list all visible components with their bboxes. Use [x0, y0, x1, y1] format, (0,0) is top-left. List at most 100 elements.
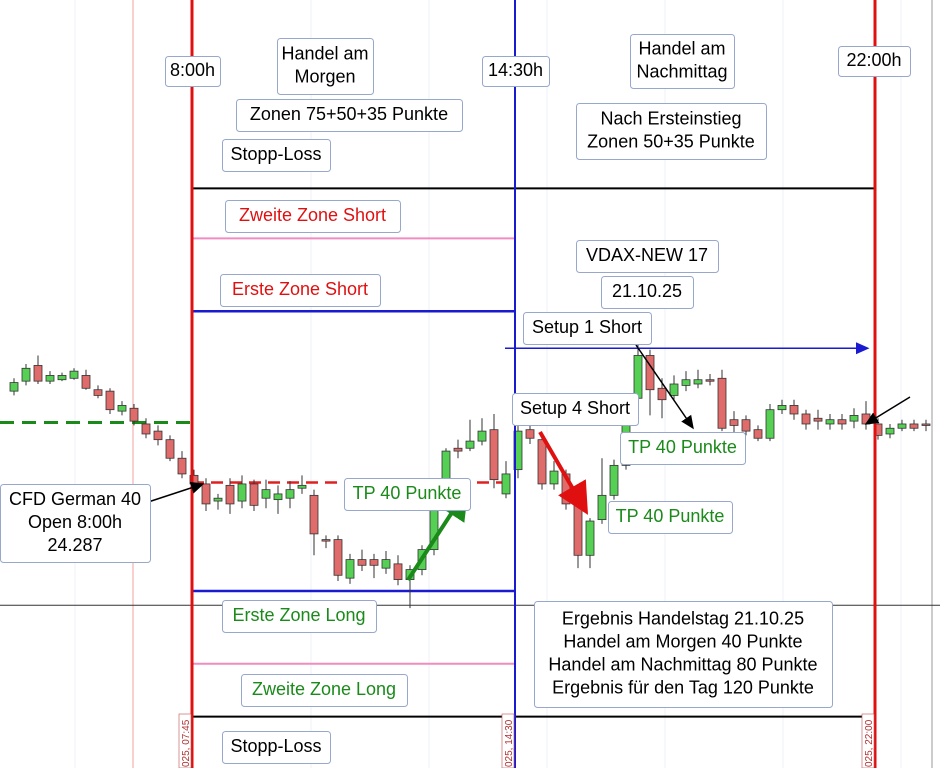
candle-body [177, 457, 187, 475]
time-label: 025, 07:45 [181, 719, 192, 767]
candle-body [381, 559, 391, 569]
candle-body [357, 559, 367, 566]
candle-body [321, 539, 331, 542]
candle-body [681, 379, 691, 386]
candle-body [789, 405, 799, 415]
annotation-text: Morgen [294, 66, 355, 86]
candle-body [837, 419, 847, 425]
annotation: Nach Ersteinstieg Zonen 50+35 Punkte [576, 103, 767, 160]
annotation: Stopp-Loss [222, 731, 331, 764]
candle-body [801, 413, 811, 425]
annotation: Handel am Morgen [277, 38, 374, 95]
candle-body [309, 494, 319, 535]
annotation-text: Nachmittag [636, 61, 727, 81]
annotation-text: Ergebnis Handelstag 21.10.25 [562, 608, 804, 628]
candle-body [609, 464, 619, 496]
candle-body [705, 379, 715, 382]
annotation: Stopp-Loss [222, 139, 331, 172]
candle-body [669, 383, 679, 396]
annotation-box [534, 601, 833, 708]
annotation-text: Handel am Morgen 40 Punkte [563, 631, 802, 651]
candle-body [765, 409, 775, 439]
annotation-box [222, 600, 377, 633]
candle-body [33, 365, 43, 382]
candle-body [93, 389, 103, 396]
candle-body [525, 429, 535, 439]
annotation-box [601, 276, 694, 309]
annotation-box [576, 103, 767, 160]
annotation-box [482, 56, 550, 87]
annotation: Zweite Zone Short [225, 200, 401, 233]
candle-body [9, 382, 19, 392]
candle-body [21, 367, 31, 382]
annotation-text: Zweite Zone Long [252, 679, 396, 699]
candle-body [825, 419, 835, 425]
candle-body [369, 559, 379, 566]
annotation-box [241, 674, 408, 707]
candle-body [117, 405, 127, 412]
annotations: 8:00h Handel am Morgen 14:30h Handel am Nachm… [0, 34, 911, 764]
candle-body [333, 539, 343, 576]
annotation-box [620, 432, 746, 465]
annotation-box [0, 484, 151, 563]
candle-body [633, 355, 643, 399]
candle-body [105, 390, 115, 411]
annotation: Setup 1 Short [523, 312, 652, 345]
annotation-text: Zweite Zone Short [239, 205, 386, 225]
annotation: Erste Zone Long [222, 600, 377, 633]
annotation: Ergebnis Handelstag 21.10.25 Handel am Mo… [534, 601, 833, 708]
arrow [538, 430, 589, 515]
annotation: 21.10.25 [601, 276, 694, 309]
candle-body [729, 419, 739, 426]
arrow [864, 396, 911, 425]
candle-body [213, 497, 223, 502]
annotation-text: TP 40 Punkte [628, 437, 737, 457]
annotation: 22:00h [838, 46, 911, 77]
time-label-box [861, 713, 875, 768]
annotation-text: TP 40 Punkte [616, 506, 725, 526]
annotation: TP 40 Punkte [608, 501, 733, 534]
candle-body [849, 415, 859, 422]
annotation-text: TP 40 Punkte [353, 483, 462, 503]
annotation-box [576, 240, 719, 273]
candle-body [897, 423, 907, 429]
annotation-text: CFD German 40 [9, 489, 141, 509]
candle-body [201, 483, 211, 505]
annotation: CFD German 40 Open 8:00h 24.287 [0, 484, 151, 563]
annotation-text: Handel am [638, 38, 725, 58]
candle-body [597, 494, 607, 521]
annotation: Setup 4 Short [512, 393, 639, 426]
candle-body [453, 447, 463, 452]
annotation: Handel am Nachmittag [630, 34, 735, 89]
annotation-text: Erste Zone Long [232, 605, 365, 625]
annotation-text: 22:00h [846, 50, 901, 70]
candle-body [153, 430, 163, 441]
candle-body [237, 483, 247, 502]
annotation-text: Ergebnis für den Tag 120 Punkte [552, 677, 814, 697]
annotation-text: Erste Zone Short [232, 279, 368, 299]
annotation-text: 21.10.25 [612, 281, 682, 301]
annotation: 14:30h [482, 56, 550, 87]
annotation-text: 14:30h [488, 60, 543, 80]
candle-body [753, 429, 763, 439]
annotation-text: Zonen 50+35 Punkte [587, 131, 755, 151]
annotation: Zonen 75+50+35 Punkte [236, 99, 463, 132]
annotation-box [236, 99, 463, 132]
annotation-box [165, 56, 221, 87]
annotation-box [222, 731, 331, 764]
candle-body [393, 563, 403, 580]
annotation-text: 24.287 [47, 535, 102, 555]
annotation-text: Setup 1 Short [532, 317, 642, 337]
candle-body [345, 559, 355, 579]
annotation: TP 40 Punkte [344, 478, 471, 511]
candle-body [813, 417, 823, 422]
time-label-box [178, 713, 192, 768]
candle-body [537, 439, 547, 485]
annotation-box [523, 312, 652, 345]
candle-body [489, 429, 499, 481]
candle-body [885, 427, 895, 435]
annotation-text: VDAX-NEW 17 [586, 245, 708, 265]
time-label-box [501, 713, 515, 768]
candle-body [657, 387, 667, 401]
